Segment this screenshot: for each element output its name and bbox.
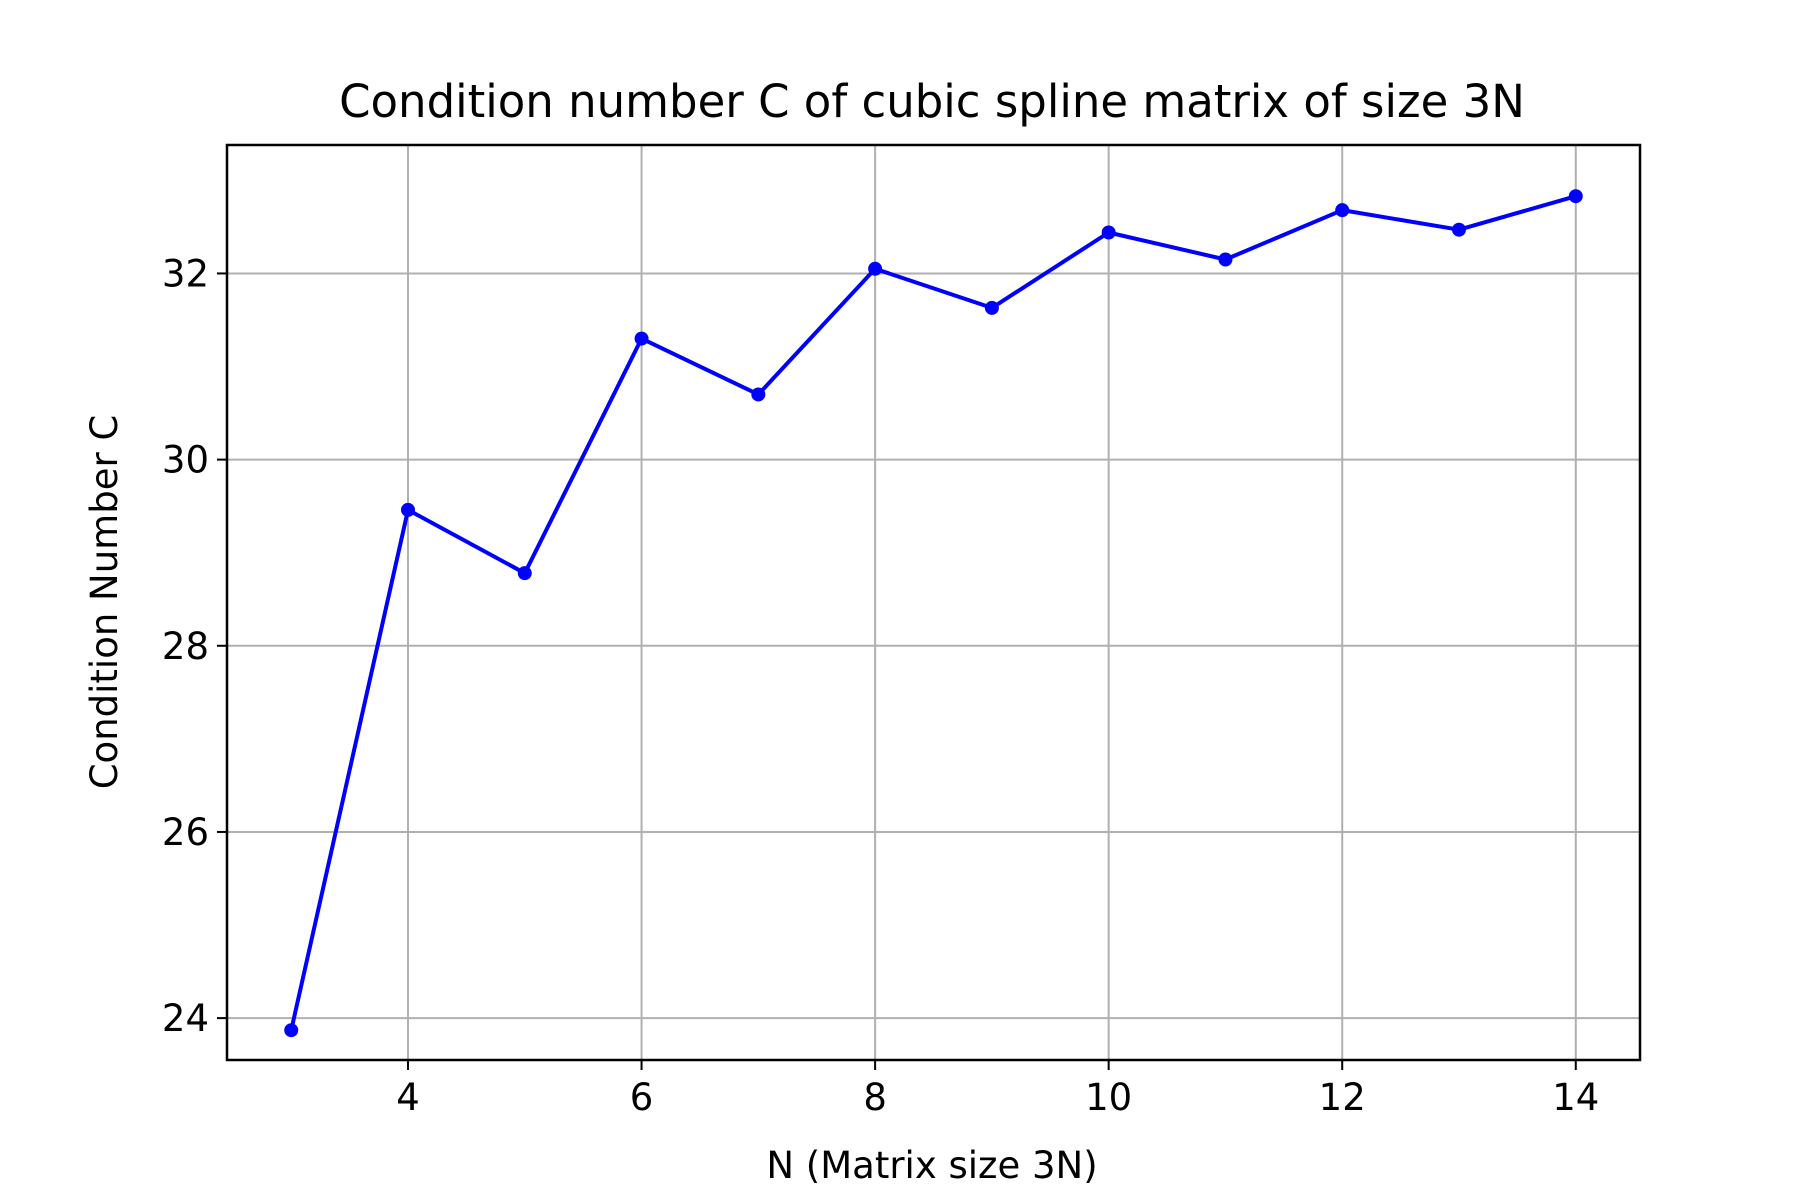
data-point-marker (1101, 225, 1116, 240)
x-axis-label: N (Matrix size 3N) (766, 1144, 1097, 1187)
data-point-marker (984, 300, 999, 315)
data-point-marker (868, 261, 883, 276)
x-tick-label: 4 (396, 1076, 420, 1119)
y-tick-label: 24 (162, 997, 209, 1040)
x-tick-label: 12 (1319, 1076, 1366, 1119)
y-tick-label: 28 (162, 625, 209, 668)
data-point-marker (1568, 189, 1583, 204)
y-tick-label: 32 (162, 252, 209, 295)
plot-area-frame (225, 143, 1642, 1062)
y-axis-label: Condition Number C (83, 415, 126, 790)
data-series (284, 189, 1583, 1038)
y-tick-label: 26 (162, 811, 209, 854)
chart-title: Condition number C of cubic spline matri… (339, 75, 1525, 128)
data-point-marker (1451, 222, 1466, 237)
x-tick-label: 10 (1085, 1076, 1132, 1119)
axis-ticks: 4 6 8 10 12 14 24 26 28 30 32 (162, 252, 1599, 1119)
x-tick-label: 6 (630, 1076, 654, 1119)
data-point-marker (751, 387, 766, 402)
series-line (289, 194, 1577, 1031)
grid-lines (227, 145, 1640, 1060)
x-tick-label: 8 (863, 1076, 887, 1119)
data-point-marker (1335, 203, 1350, 218)
data-point-marker (517, 566, 532, 581)
x-tick-label: 14 (1552, 1076, 1599, 1119)
data-point-marker (401, 502, 416, 517)
y-tick-label: 30 (162, 439, 209, 482)
data-point-marker (284, 1023, 299, 1038)
data-point-marker (634, 331, 649, 346)
data-point-marker (1218, 252, 1233, 267)
